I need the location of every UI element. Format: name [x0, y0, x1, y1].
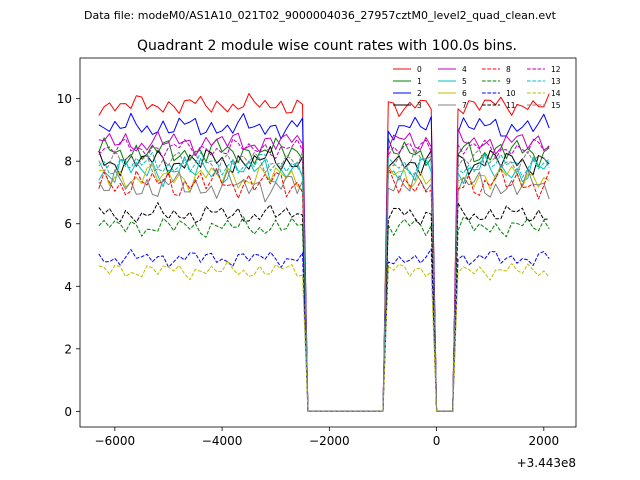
x-axis: −6000 −4000 −2000 0 2000 — [95, 427, 560, 448]
series-layer — [98, 93, 550, 412]
legend-label-1: 1 — [417, 77, 422, 86]
y-tick-label: 10 — [57, 92, 72, 106]
legend-label-12: 12 — [551, 65, 561, 74]
y-axis: 0 2 4 6 8 10 — [57, 92, 80, 419]
legend-label-15: 15 — [551, 101, 561, 110]
legend-label-7: 7 — [462, 101, 467, 110]
x-offset-label: +3.443e8 — [517, 456, 576, 470]
y-tick-label: 0 — [64, 405, 72, 419]
series-line-14 — [98, 260, 550, 412]
legend-label-4: 4 — [462, 65, 467, 74]
y-tick-label: 4 — [64, 280, 72, 294]
y-tick-label: 8 — [64, 155, 72, 169]
legend-label-11: 11 — [506, 101, 516, 110]
legend-label-5: 5 — [462, 77, 467, 86]
legend-label-3: 3 — [417, 101, 422, 110]
x-tick-label: 0 — [433, 434, 441, 448]
legend-label-9: 9 — [506, 77, 511, 86]
plot-frame — [79, 57, 577, 428]
chart-title: Quadrant 2 module wise count rates with … — [137, 38, 517, 54]
series-line-9 — [98, 216, 550, 412]
y-tick-label: 6 — [64, 217, 72, 231]
x-tick-label: −4000 — [202, 434, 243, 448]
x-tick-label: −2000 — [309, 434, 350, 448]
series-line-15 — [98, 148, 550, 412]
data-file-label: Data file: modeM0/AS1A10_021T02_90000040… — [84, 9, 557, 22]
legend-label-8: 8 — [506, 65, 511, 74]
legend-label-2: 2 — [417, 89, 422, 98]
legend-label-0: 0 — [417, 65, 422, 74]
legend-label-6: 6 — [462, 89, 467, 98]
y-tick-label: 2 — [64, 342, 72, 356]
legend-label-13: 13 — [551, 77, 561, 86]
legend-label-14: 14 — [551, 89, 561, 98]
x-tick-label: −6000 — [95, 434, 136, 448]
series-line-10 — [98, 248, 550, 412]
legend-label-10: 10 — [506, 89, 516, 98]
plot-area — [80, 58, 576, 427]
x-tick-label: 2000 — [529, 434, 560, 448]
